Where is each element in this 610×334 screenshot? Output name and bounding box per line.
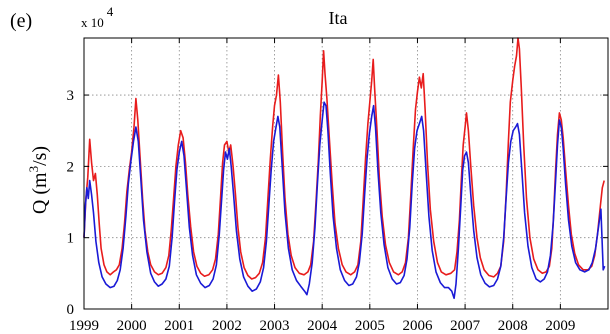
tick-labels: 1999 2000 2001 2002 2003 2004 2005 2006 2007 2008… xyxy=(67,88,576,334)
axis-ticks xyxy=(83,38,608,310)
y-tick-label: 1 xyxy=(67,231,75,247)
x-tick-label: 1999 xyxy=(69,318,99,334)
panel-label: (e) xyxy=(10,10,32,32)
y-tick-label: 0 xyxy=(67,302,75,318)
x-tick-label: 2002 xyxy=(212,318,242,334)
y-tick-label: 2 xyxy=(67,159,75,175)
y-multiplier-base: x 10 xyxy=(81,15,104,30)
y-multiplier: x 104 xyxy=(81,4,114,30)
y-axis-label: Q (m3/s) xyxy=(26,146,51,214)
y-tick-label: 3 xyxy=(67,88,75,104)
y-multiplier-exponent: 4 xyxy=(107,4,114,19)
grid xyxy=(84,38,608,309)
x-tick-label: 2004 xyxy=(307,318,338,334)
x-tick-label: 2009 xyxy=(545,318,575,334)
axes-frame xyxy=(83,37,609,310)
series-line-2 xyxy=(83,101,606,300)
x-tick-label: 2007 xyxy=(450,318,481,334)
y-axis-label-main: Q (m xyxy=(29,172,51,214)
chart-title: Ita xyxy=(329,8,348,28)
x-tick-label: 2003 xyxy=(260,318,290,334)
series-lines xyxy=(83,37,606,300)
x-tick-label: 2005 xyxy=(355,318,385,334)
x-tick-label: 2006 xyxy=(402,318,433,334)
y-axis-label-tail: /s) xyxy=(29,146,51,166)
y-axis-label-sup: 3 xyxy=(26,166,41,173)
x-tick-label: 2001 xyxy=(164,318,194,334)
series-line-1 xyxy=(83,37,605,280)
x-tick-label: 2000 xyxy=(117,318,147,334)
x-tick-label: 2008 xyxy=(498,318,528,334)
